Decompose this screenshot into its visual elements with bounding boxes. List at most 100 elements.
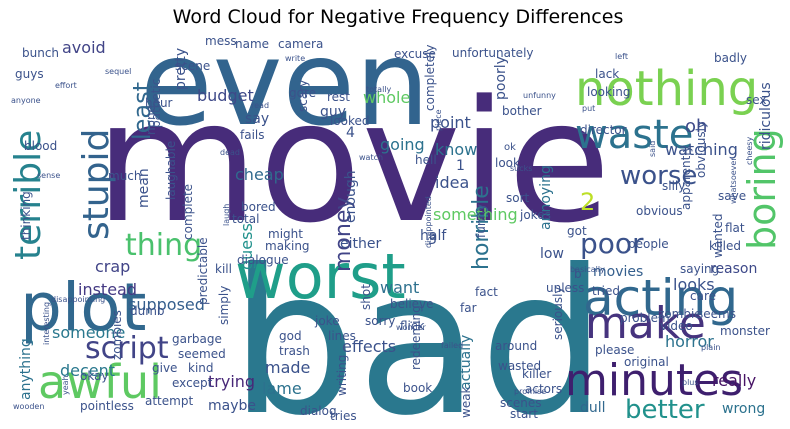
word-movie: movie — [95, 64, 611, 260]
word-1: 1 — [456, 158, 465, 174]
word-want: want — [380, 278, 419, 297]
word-sense: sense — [37, 171, 60, 180]
word-zombies: zombies — [110, 310, 124, 360]
word-far: far — [460, 301, 477, 315]
word-mess: mess — [205, 34, 237, 48]
word-minutes: minutes — [565, 355, 743, 406]
word-sucks: sucks — [510, 164, 532, 173]
word-watching: watching — [665, 140, 738, 159]
word-wonder: wonder — [396, 323, 427, 332]
word-looks: looks — [673, 275, 715, 294]
word-care: care — [690, 289, 716, 303]
word-4: 4 — [346, 125, 355, 141]
word-b: b — [574, 267, 582, 281]
word-scary: scary — [296, 80, 310, 112]
word-sex: sex — [746, 93, 767, 107]
word-unfortunately: unfortunately — [452, 46, 534, 60]
word-idea: idea — [435, 173, 469, 192]
word-disappointed: disappointed — [424, 196, 433, 248]
word-people: people — [628, 237, 669, 251]
word-know: know — [435, 140, 477, 159]
word-worse: worse — [620, 161, 697, 191]
word-video: video — [660, 319, 693, 333]
word-supposed: supposed — [128, 295, 205, 314]
word-problem: problem — [620, 311, 670, 325]
word-boring: boring — [740, 128, 784, 250]
word-crap: crap — [95, 257, 130, 276]
word-lines: lines — [328, 329, 356, 343]
word-say: say — [245, 111, 269, 127]
word-saying: saying — [680, 262, 719, 276]
word-sort: sort — [506, 191, 530, 205]
word-yeah: yeah — [61, 375, 70, 395]
word-complete: complete — [181, 184, 195, 240]
word-poor: poor — [580, 227, 644, 260]
word-write: write — [285, 54, 305, 63]
word-stupid: stupid — [76, 129, 117, 240]
word-mean: mean — [136, 168, 152, 208]
word-bunch: bunch — [22, 46, 59, 60]
word-ok: ok — [504, 142, 516, 153]
word-trying: trying — [208, 372, 255, 391]
word-piece: piece — [434, 109, 443, 131]
word-said: said — [648, 141, 657, 157]
word-awful: awful — [38, 355, 162, 409]
word-seems: seems — [697, 307, 736, 321]
word-making: making — [265, 239, 310, 253]
word-decent: decent — [60, 361, 115, 380]
word-lame: lame — [262, 379, 302, 398]
word-pretty: pretty — [173, 48, 189, 90]
word-avoid: avoid — [62, 38, 106, 57]
word-2: 2 — [580, 188, 595, 216]
word-got: got — [567, 224, 587, 238]
word-around: around — [495, 339, 537, 353]
word-even: even — [140, 14, 430, 152]
word-point: point — [430, 113, 471, 132]
word-director: director — [580, 123, 627, 137]
word-seemed: seemed — [178, 347, 226, 361]
word-thinking: thinking — [19, 191, 33, 240]
word-pathetic: pathetic — [149, 79, 163, 128]
word-better: better — [625, 395, 705, 425]
word-actors: actors — [525, 382, 562, 396]
word-jokes: jokes — [519, 208, 551, 222]
word-cheesy: cheesy — [745, 137, 754, 165]
word-bored: bored — [241, 200, 276, 214]
word-tries: tries — [330, 409, 357, 423]
word-monster: monster — [720, 324, 770, 338]
word-original: original — [624, 355, 669, 369]
word-laughable: laughable — [164, 141, 178, 200]
word-plot: plot — [20, 269, 147, 346]
word-seriously: seriously — [551, 286, 565, 340]
word-redeeming: redeeming — [409, 305, 423, 370]
word-someone: someone — [52, 323, 125, 342]
word-laugh: laugh — [222, 204, 231, 226]
word-maybe: maybe — [208, 398, 256, 414]
word-writing: writing — [335, 355, 349, 396]
word-dumb: dumb — [130, 304, 165, 318]
word-garbage: garbage — [172, 332, 222, 346]
word-hour: hour — [145, 96, 173, 110]
word-camera: camera — [278, 37, 323, 51]
word-guys: guys — [15, 67, 44, 81]
word-sorry: sorry — [365, 314, 395, 328]
word-really: really — [712, 371, 756, 390]
word-killer: killer — [522, 367, 551, 381]
word-effects: effects — [342, 337, 396, 356]
word-kind: kind — [188, 361, 214, 375]
word-interesting: interesting — [42, 302, 51, 345]
word-nothing: nothing — [575, 61, 758, 117]
word-gore: gore — [289, 86, 316, 100]
word-flat: flat — [725, 221, 745, 235]
word-name: name — [235, 37, 269, 51]
word-anyone: anyone — [11, 96, 41, 105]
word-thing: thing — [125, 228, 202, 263]
word-enough: enough — [343, 170, 359, 223]
word-okay: okay — [80, 369, 109, 383]
word-whatsoever: whatsoever — [729, 157, 738, 204]
word-god: god — [279, 329, 302, 343]
word-put: put — [582, 104, 595, 113]
word-lack: lack — [595, 67, 619, 81]
word-dead: dead — [220, 148, 240, 157]
word-3: 3 — [428, 232, 437, 248]
